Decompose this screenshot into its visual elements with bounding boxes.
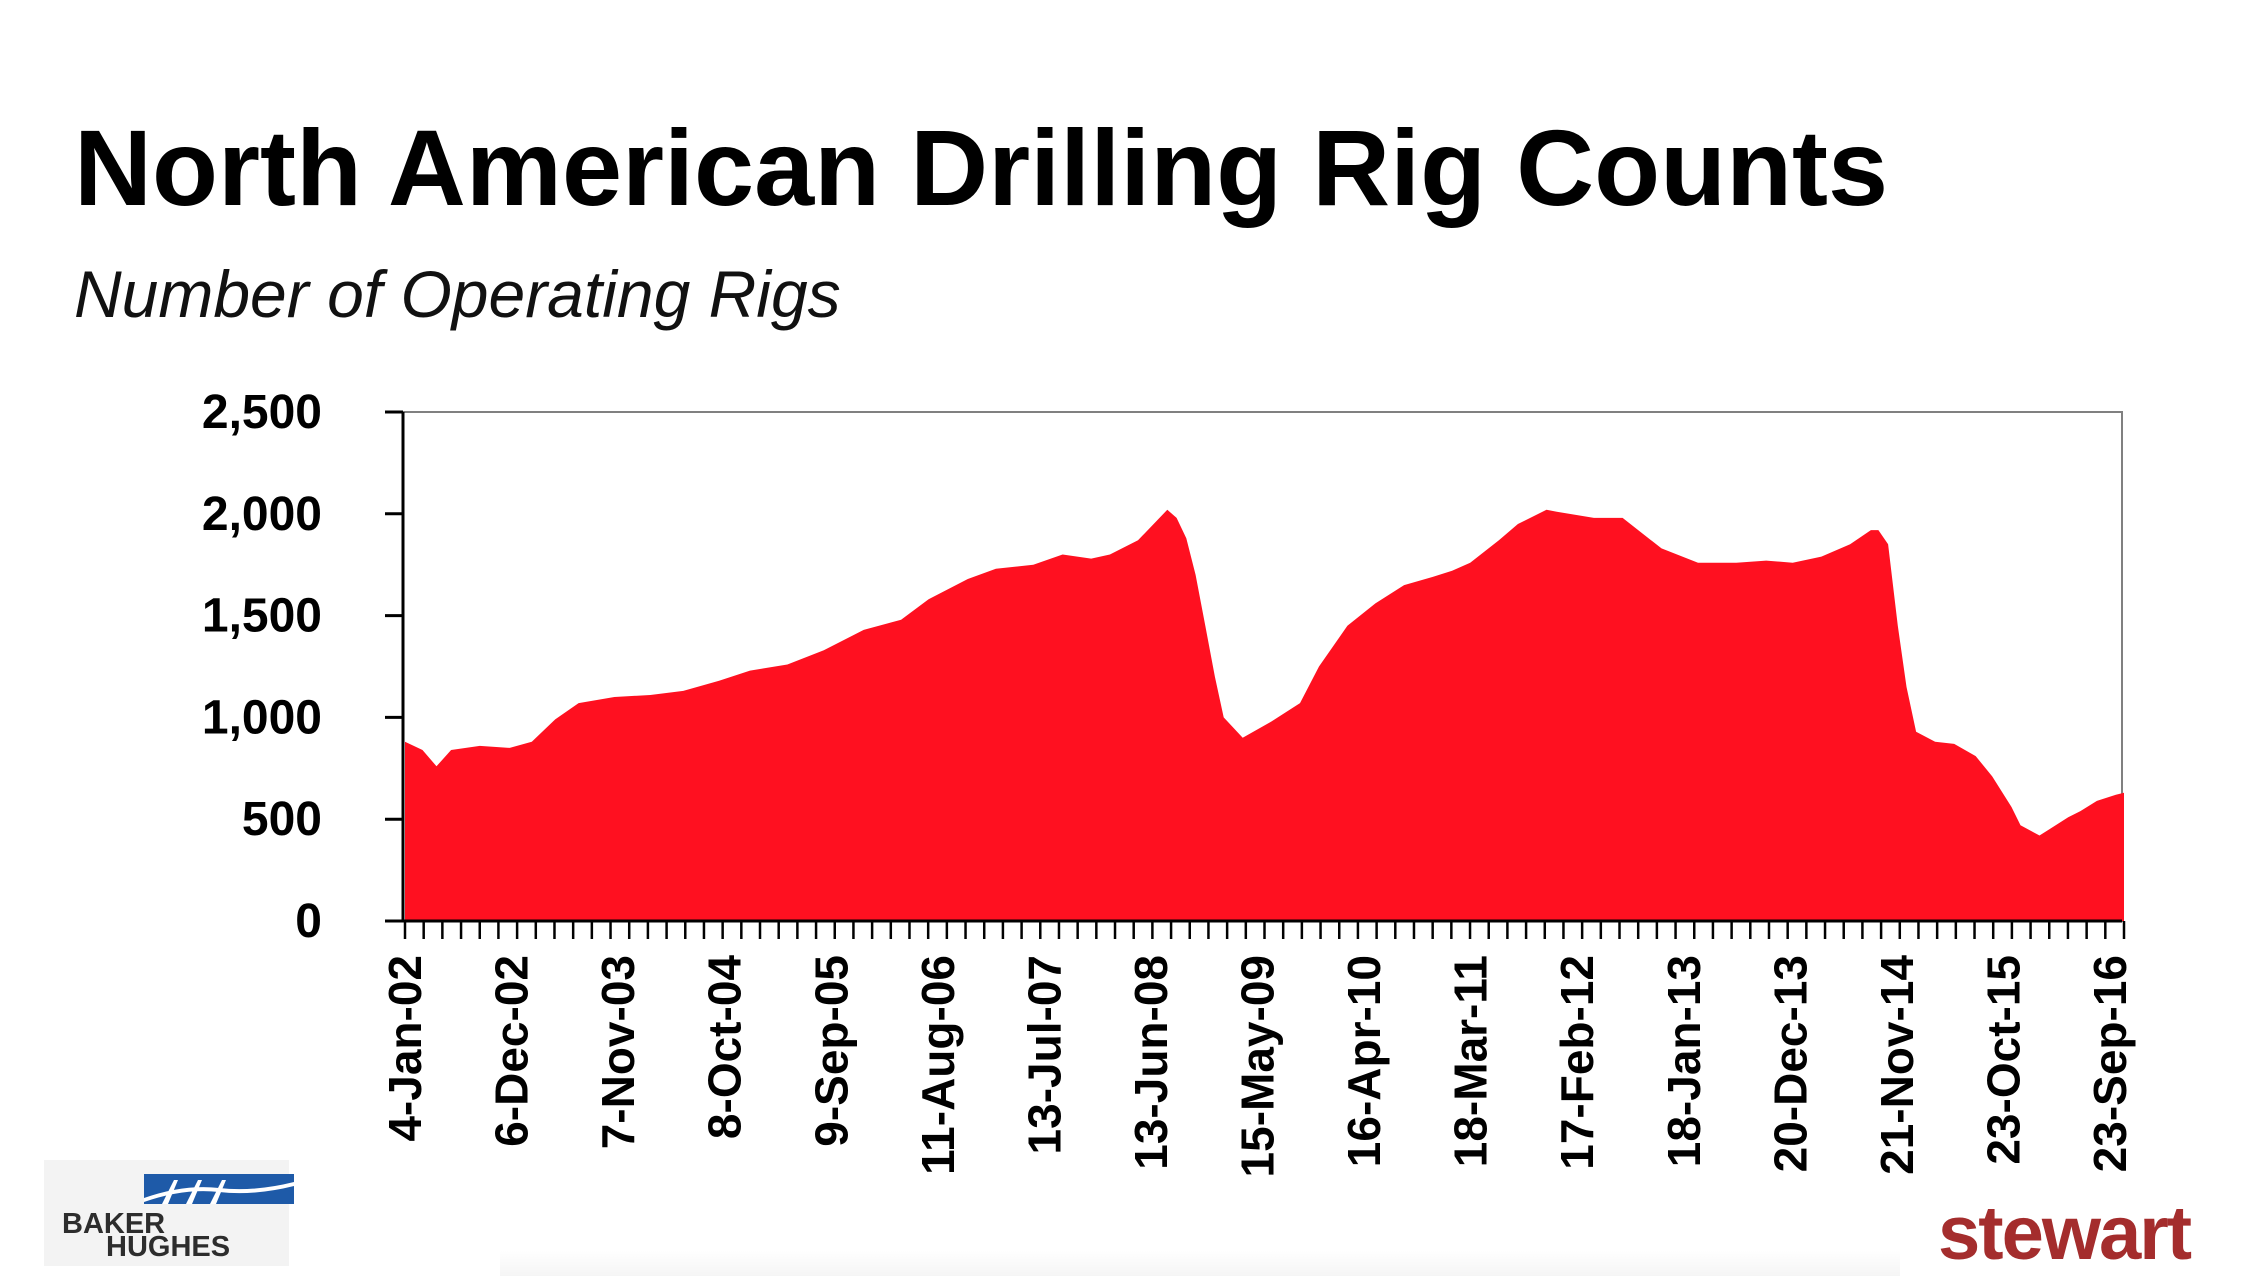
x-tick-label: 23-Sep-16 xyxy=(2084,955,2136,1172)
rig-count-area xyxy=(405,509,2124,921)
baker-hughes-line2: HUGHES xyxy=(106,1231,231,1263)
x-tick-label: 7-Nov-03 xyxy=(592,955,644,1149)
y-tick-label: 2,500 xyxy=(202,386,322,439)
x-tick-label: 23-Oct-15 xyxy=(1977,955,2029,1165)
x-tick-label: 18-Mar-11 xyxy=(1445,955,1497,1167)
x-tick-label: 8-Oct-04 xyxy=(699,955,751,1139)
baker-hughes-line1: BAKER xyxy=(62,1208,166,1240)
x-tick-label: 16-Apr-10 xyxy=(1338,955,1390,1167)
x-tick-label: 20-Dec-13 xyxy=(1764,955,1816,1172)
y-tick-label: 1,500 xyxy=(202,590,322,643)
y-tick-label: 0 xyxy=(295,895,322,948)
y-tick-label: 2,000 xyxy=(202,488,322,541)
x-tick-label: 21-Nov-14 xyxy=(1871,955,1923,1175)
x-tick-label: 13-Jun-08 xyxy=(1125,955,1177,1170)
baker-hughes-emblem-icon xyxy=(144,1174,294,1204)
footer-shadow xyxy=(500,1250,1900,1276)
x-tick-label: 17-Feb-12 xyxy=(1551,955,1603,1170)
x-tick-label: 18-Jan-13 xyxy=(1658,955,1710,1167)
y-tick-label: 500 xyxy=(242,793,322,846)
x-tick-label: 6-Dec-02 xyxy=(486,955,538,1147)
x-tick-label: 13-Jul-07 xyxy=(1018,955,1070,1154)
x-tick-label: 9-Sep-05 xyxy=(805,955,857,1147)
y-tick-label: 1,000 xyxy=(202,691,322,744)
x-tick-label: 11-Aug-06 xyxy=(912,955,964,1175)
page-title: North American Drilling Rig Counts xyxy=(74,107,1889,228)
x-tick-label: 15-May-09 xyxy=(1232,955,1284,1177)
stewart-logo: stewart xyxy=(1938,1191,2192,1276)
baker-hughes-logo: BAKER HUGHES xyxy=(44,1160,294,1266)
x-tick-label: 4-Jan-02 xyxy=(379,955,431,1142)
page-subtitle: Number of Operating Rigs xyxy=(74,257,841,331)
